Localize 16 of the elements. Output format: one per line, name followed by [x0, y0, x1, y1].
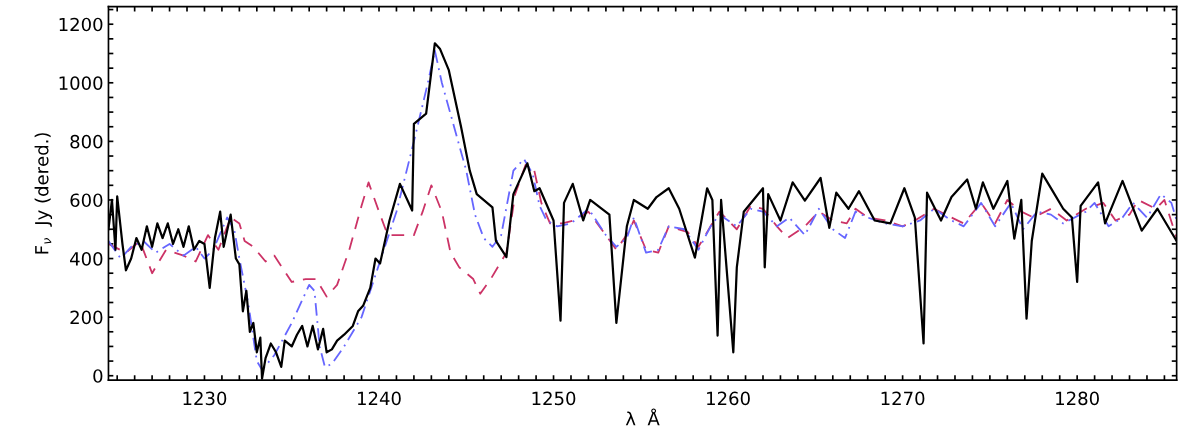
x-tick-label: 1270 — [881, 391, 925, 406]
y-tick-label: 800 — [70, 134, 103, 149]
y-axis-title: F$_{ν}$ Jy (dered.) — [34, 133, 53, 254]
y-tick-label: 1200 — [59, 17, 103, 32]
x-axis-title: λ Å — [625, 408, 660, 426]
x-tick-label: 1240 — [358, 391, 401, 406]
y-tick-label: 1000 — [59, 76, 103, 90]
x-tick-label: 1230 — [183, 391, 227, 406]
y-tick-label: 600 — [70, 193, 103, 208]
x-tick-label: 1260 — [707, 391, 750, 406]
y-tick-label: 0 — [93, 369, 103, 383]
y-tick-label: 400 — [70, 252, 103, 266]
line-series — [108, 163, 1177, 298]
x-tick-label: 1250 — [532, 391, 576, 406]
y-tick-label: 200 — [70, 310, 103, 325]
x-tick-label: 1280 — [1056, 391, 1099, 406]
